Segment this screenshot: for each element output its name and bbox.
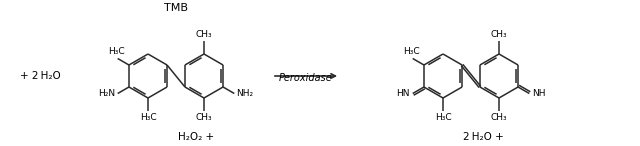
Text: CH₃: CH₃ bbox=[491, 113, 508, 122]
Text: TMB: TMB bbox=[164, 3, 188, 13]
Text: HN: HN bbox=[396, 89, 410, 98]
Text: NH₂: NH₂ bbox=[236, 89, 253, 98]
Text: H₂N: H₂N bbox=[99, 89, 116, 98]
Text: H₃C: H₃C bbox=[435, 113, 451, 122]
Text: H₃C: H₃C bbox=[140, 113, 156, 122]
Text: + 2 H₂O: + 2 H₂O bbox=[20, 71, 61, 81]
Text: Peroxidase: Peroxidase bbox=[279, 73, 333, 83]
Text: CH₃: CH₃ bbox=[491, 30, 508, 39]
Text: NH: NH bbox=[532, 89, 546, 98]
Text: CH₃: CH₃ bbox=[196, 30, 212, 39]
Text: 2 H₂O +: 2 H₂O + bbox=[463, 132, 504, 142]
Text: CH₃: CH₃ bbox=[196, 113, 212, 122]
Text: H₃C: H₃C bbox=[108, 47, 125, 57]
Text: H₃C: H₃C bbox=[403, 47, 420, 57]
Text: H₂O₂ +: H₂O₂ + bbox=[178, 132, 214, 142]
